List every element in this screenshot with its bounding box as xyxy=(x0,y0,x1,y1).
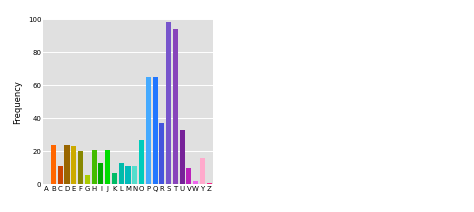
Bar xyxy=(91,150,97,184)
Bar xyxy=(200,158,205,184)
Bar xyxy=(71,146,76,184)
Y-axis label: Frequency: Frequency xyxy=(13,80,22,124)
Bar xyxy=(173,29,178,184)
Bar xyxy=(186,168,191,184)
Legend: [A]: RNA processing and modification, [B]: Chromatin structure and dynamics, [C]: [A]: RNA processing and modification, [B… xyxy=(226,1,458,194)
Bar xyxy=(112,173,117,184)
Bar xyxy=(132,166,137,184)
Bar xyxy=(139,140,144,184)
Bar xyxy=(166,22,171,184)
Bar xyxy=(78,151,83,184)
Bar xyxy=(126,166,130,184)
Bar xyxy=(159,123,164,184)
Bar xyxy=(98,163,103,184)
Bar xyxy=(118,163,124,184)
Bar xyxy=(193,181,198,184)
Bar xyxy=(153,77,157,184)
Bar xyxy=(180,130,185,184)
Bar xyxy=(51,145,56,184)
Bar xyxy=(64,145,70,184)
Bar xyxy=(146,77,151,184)
Bar xyxy=(105,150,110,184)
Bar xyxy=(85,174,90,184)
Bar xyxy=(58,166,63,184)
Bar xyxy=(207,183,212,184)
